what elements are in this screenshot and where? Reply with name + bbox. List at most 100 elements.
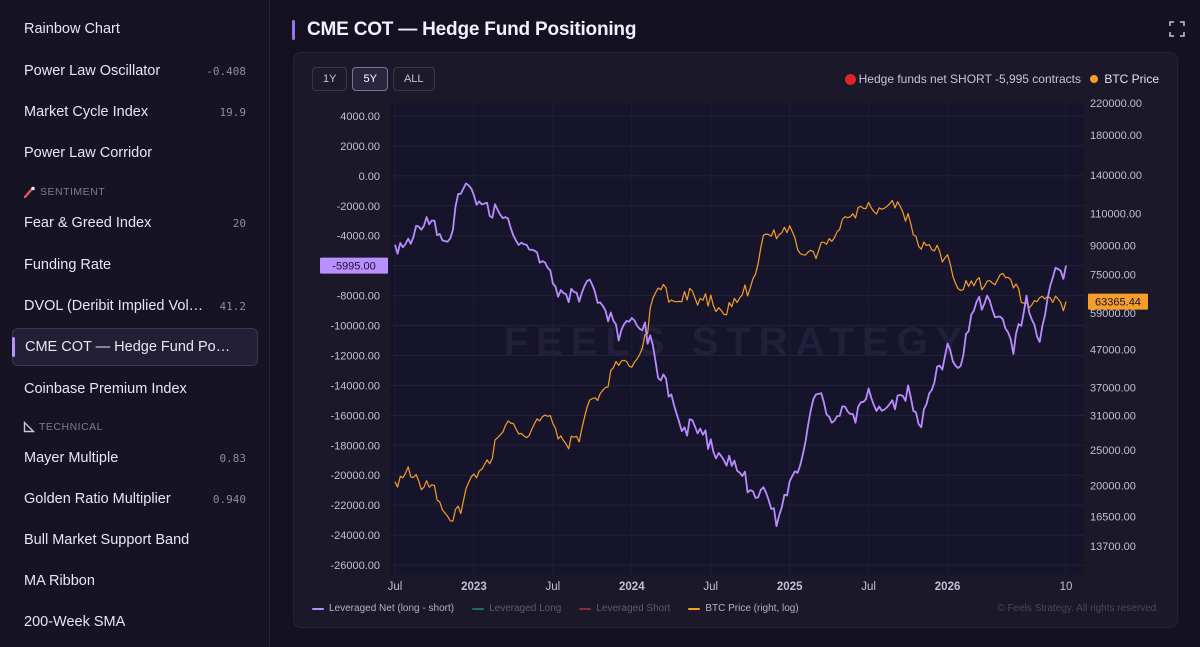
title-accent xyxy=(292,20,295,40)
sidebar-item-dvol[interactable]: DVOL (Deribit Implied Volatility) 41.2 xyxy=(12,287,258,325)
legend-label: Leveraged Short xyxy=(596,603,671,614)
btc-legend-label: BTC Price xyxy=(1104,72,1159,86)
sidebar-item-golden-ratio-multiplier[interactable]: Golden Ratio Multiplier 0.940 xyxy=(12,480,258,518)
y-left-tick-label: -10000.00 xyxy=(330,321,380,333)
sidebar-item-label: Mayer Multiple xyxy=(24,450,119,466)
y-right-tick-label: 25000.00 xyxy=(1090,445,1136,457)
range-button-1y[interactable]: 1Y xyxy=(312,67,348,91)
range-button-all[interactable]: ALL xyxy=(392,67,435,91)
y-left-tick-label: -12000.00 xyxy=(330,350,380,362)
y-right-tick-label: 20000.00 xyxy=(1090,481,1136,493)
sidebar-item-value: 0.940 xyxy=(212,492,246,506)
sidebar-item-value: 20 xyxy=(232,216,246,230)
sidebar: Rainbow Chart Power Law Oscillator -0.40… xyxy=(0,0,270,647)
sidebar-item-mayer-multiple[interactable]: Mayer Multiple 0.83 xyxy=(12,439,258,477)
red-circle-icon xyxy=(844,73,856,85)
y-left-tick-label: -16000.00 xyxy=(330,410,380,422)
thermometer-icon xyxy=(23,186,35,198)
legend-label: Leveraged Net (long - short) xyxy=(329,603,455,614)
x-tick-label: Jul xyxy=(546,581,561,593)
page-title: CME COT — Hedge Fund Positioning xyxy=(307,19,637,40)
y-left-tick-label: -2000.00 xyxy=(337,201,380,213)
section-label: TECHNICAL xyxy=(39,421,104,433)
sidebar-item-label: Power Law Oscillator xyxy=(24,63,161,79)
sidebar-item-label: Funding Rate xyxy=(24,257,112,273)
cot-chart[interactable]: FEELS STRATEGY 4000.00 2000.00 0.00 -2000.00… xyxy=(294,53,1179,629)
sidebar-item-label: Bull Market Support Band xyxy=(24,532,190,548)
y-right-tick-label: 140000.00 xyxy=(1090,170,1142,182)
sidebar-item-coinbase-premium-index[interactable]: Coinbase Premium Index xyxy=(12,370,258,408)
btc-value-tag-label: 63365.44 xyxy=(1095,297,1141,309)
sidebar-item-label: Market Cycle Index xyxy=(24,104,149,120)
watermark: FEELS STRATEGY xyxy=(504,320,971,364)
sidebar-item-cme-cot[interactable]: CME COT — Hedge Fund Positioning xyxy=(12,328,258,366)
net-value-tag xyxy=(320,257,388,274)
sidebar-item-power-law-oscillator[interactable]: Power Law Oscillator -0.408 xyxy=(12,52,258,90)
x-tick-label: Jul xyxy=(388,581,403,593)
sidebar-item-value: -0.408 xyxy=(206,64,246,78)
y-left-tick-label: -18000.00 xyxy=(330,440,380,452)
legend-label: Leveraged Long xyxy=(489,603,562,614)
btc-price-line xyxy=(394,199,1067,522)
sidebar-item-funding-rate[interactable]: Funding Rate xyxy=(12,246,258,284)
sidebar-item-rainbow-chart[interactable]: Rainbow Chart xyxy=(12,10,258,48)
y-left-tick-label: 2000.00 xyxy=(340,141,380,153)
y-left-tick-label: -24000.00 xyxy=(330,530,380,542)
y-left-tick-label: 4000.00 xyxy=(340,111,380,123)
range-button-5y[interactable]: 5Y xyxy=(352,67,388,91)
y-left-tick-label: -26000.00 xyxy=(330,560,380,572)
y-right-tick-label: 13700.00 xyxy=(1090,541,1136,553)
sidebar-item-ma-ribbon[interactable]: MA Ribbon xyxy=(12,562,258,600)
x-tick-label: 10 xyxy=(1060,581,1073,593)
y-left-tick-label: -8000.00 xyxy=(337,291,380,303)
ruler-icon xyxy=(23,421,35,433)
x-tick-label: Jul xyxy=(703,581,718,593)
range-selector: 1Y 5Y ALL xyxy=(312,67,435,91)
legend-item-btc-price[interactable]: BTC Price (right, log) xyxy=(688,603,799,614)
legend-swatch xyxy=(312,607,324,610)
y-right-tick-label: 37000.00 xyxy=(1090,382,1136,394)
sidebar-item-value: 19.9 xyxy=(219,105,247,119)
sidebar-item-label: DVOL (Deribit Implied Volatility) xyxy=(24,298,210,314)
net-value-tag-label: -5995.00 xyxy=(332,261,375,273)
sidebar-item-value: 0.83 xyxy=(219,451,247,465)
y-right-tick-label: 180000.00 xyxy=(1090,130,1142,142)
y-right-tick-label: 220000.00 xyxy=(1090,98,1142,110)
copyright-text: © Feels Strategy. All rights reserved. xyxy=(997,603,1159,614)
legend-label: BTC Price (right, log) xyxy=(705,603,799,614)
sidebar-item-200-week-sma[interactable]: 200-Week SMA xyxy=(12,603,258,641)
y-right-tick-label: 75000.00 xyxy=(1090,270,1136,282)
sidebar-item-market-cycle-index[interactable]: Market Cycle Index 19.9 xyxy=(12,93,258,131)
x-tick-label: 2025 xyxy=(777,581,803,593)
sidebar-item-label: Golden Ratio Multiplier xyxy=(24,491,171,507)
sidebar-item-power-law-corridor[interactable]: Power Law Corridor xyxy=(12,134,258,172)
sidebar-item-fear-greed-index[interactable]: Fear & Greed Index 20 xyxy=(12,204,258,242)
title-bar: CME COT — Hedge Fund Positioning xyxy=(292,17,636,43)
legend-item-leveraged-short[interactable]: Leveraged Short xyxy=(579,603,670,614)
sidebar-item-value: 41.2 xyxy=(219,299,247,313)
legend-swatch xyxy=(688,607,701,610)
y-left-tick-label: -22000.00 xyxy=(330,500,380,512)
legend-swatch xyxy=(472,607,485,610)
x-tick-label: 2023 xyxy=(461,581,487,593)
legend-item-leveraged-net[interactable]: Leveraged Net (long - short) xyxy=(312,603,454,614)
sidebar-item-label: Fear & Greed Index xyxy=(24,215,152,231)
y-left-tick-label: -20000.00 xyxy=(330,470,380,482)
status-text: Hedge funds net SHORT -5,995 contracts xyxy=(858,72,1081,86)
chart-legend: Leveraged Net (long - short) Leveraged L… xyxy=(312,603,799,614)
y-left-tick-label: -14000.00 xyxy=(330,380,380,392)
expand-icon[interactable] xyxy=(1168,20,1186,38)
positioning-status: Hedge funds net SHORT -5,995 contracts xyxy=(844,72,1081,86)
legend-swatch xyxy=(579,607,592,610)
sidebar-item-label: Power Law Corridor xyxy=(24,145,153,161)
sidebar-item-bull-market-support-band[interactable]: Bull Market Support Band xyxy=(12,521,258,559)
sidebar-item-label: 200-Week SMA xyxy=(24,614,126,630)
orange-dot-icon xyxy=(1090,75,1099,83)
btc-price-legend: BTC Price xyxy=(1090,72,1159,86)
sidebar-section-technical: TECHNICAL xyxy=(23,420,103,434)
y-left-tick-label: 0.00 xyxy=(359,171,380,183)
sidebar-item-label: Coinbase Premium Index xyxy=(24,381,187,397)
x-tick-label: 2026 xyxy=(935,581,961,593)
sidebar-item-label: Rainbow Chart xyxy=(24,21,120,37)
legend-item-leveraged-long[interactable]: Leveraged Long xyxy=(472,603,561,614)
